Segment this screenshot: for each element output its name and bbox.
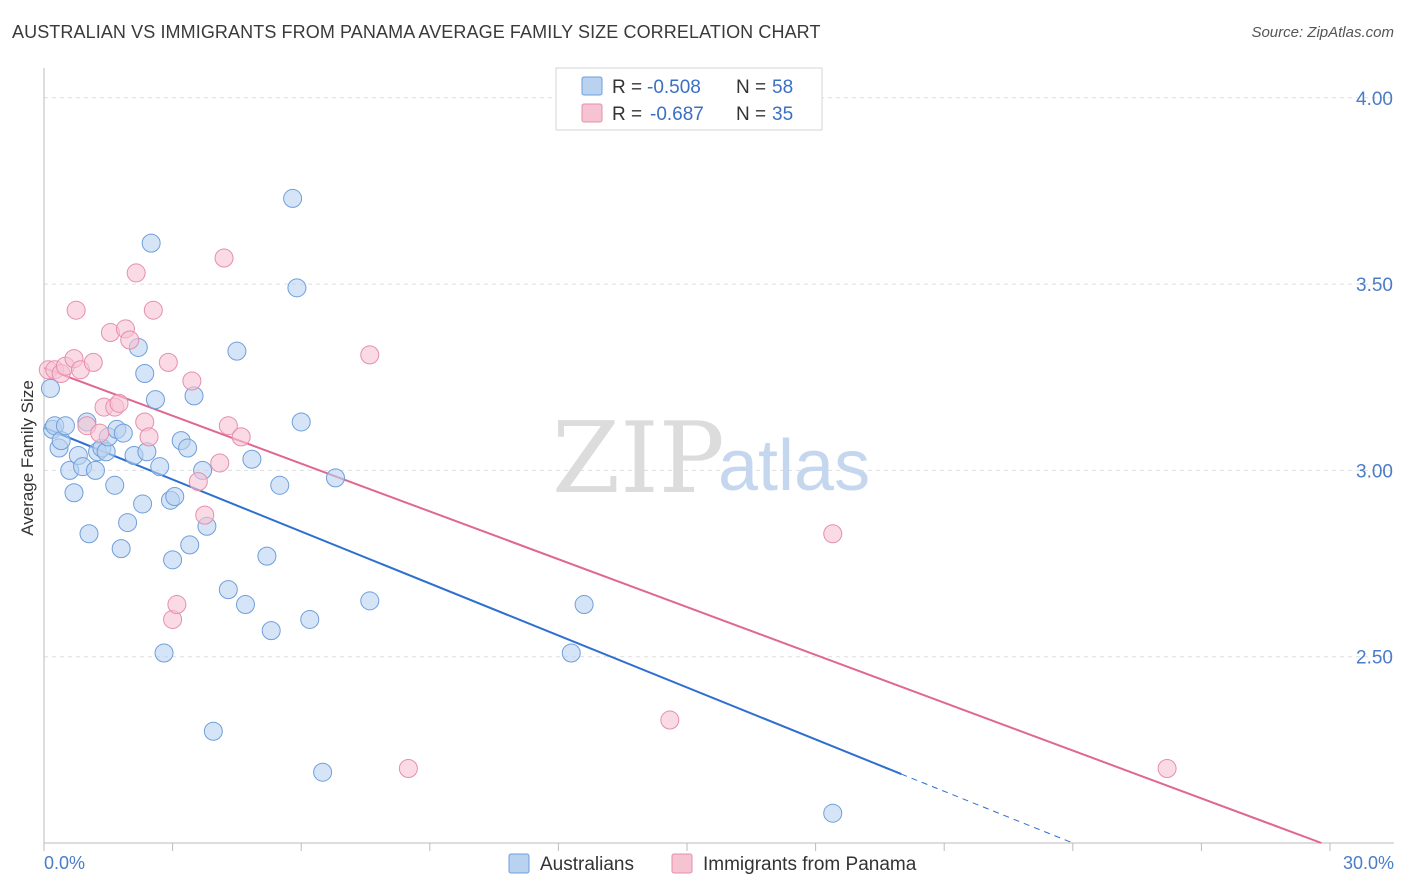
panama-point-23 [182, 371, 202, 391]
legend-swatch-australians [508, 853, 530, 874]
panama-points [38, 248, 1177, 778]
australians-point-0 [40, 378, 60, 398]
panama-point-32 [660, 710, 680, 730]
stats-n-value-pink: 35 [772, 104, 793, 125]
australians-point-41 [218, 580, 238, 600]
australians-point-56 [574, 595, 594, 615]
australians-point-12 [85, 460, 105, 480]
australians-point-28 [145, 390, 165, 410]
x-tick-label-min: 0.0% [44, 853, 85, 873]
panama-point-13 [109, 393, 129, 413]
australians-point-36 [180, 535, 200, 555]
australians-point-49 [287, 278, 307, 298]
y-tick-label-0: 2.50 [1356, 648, 1393, 669]
panama-point-24 [188, 472, 208, 492]
panama-point-26 [210, 453, 230, 473]
australians-point-24 [133, 494, 153, 514]
panama-point-19 [143, 300, 163, 320]
australians-point-11 [79, 524, 99, 544]
legend-label-australians: Australians [540, 854, 634, 875]
stats-n-value-blue: 58 [772, 77, 793, 98]
y-axis-tick-labels: 2.50 3.00 3.50 4.00 [1356, 89, 1393, 669]
stats-r-value-blue: -0.508 [647, 77, 701, 98]
australians-point-5 [55, 416, 75, 436]
australians-point-45 [257, 546, 277, 566]
stats-r-value-pink: -0.687 [650, 104, 704, 125]
panama-point-15 [120, 330, 140, 350]
trend-line-1 [43, 367, 1322, 844]
legend-swatch-panama [671, 853, 693, 874]
panama-point-33 [823, 524, 843, 544]
australians-point-43 [235, 595, 255, 615]
stats-legend: R = -0.508 N = 58 R = -0.687 N = 35 [555, 67, 823, 131]
axes [43, 68, 1394, 844]
australians-point-57 [823, 803, 843, 823]
panama-point-27 [214, 248, 234, 268]
stats-legend-swatch-pink [581, 103, 603, 123]
panama-point-8 [83, 352, 103, 372]
australians-point-32 [163, 550, 183, 570]
australians-point-40 [203, 721, 223, 741]
x-axis-ticks [43, 843, 1331, 851]
y-tick-label-3: 4.00 [1356, 89, 1393, 110]
australians-point-17 [105, 475, 125, 495]
trend-line-0 [43, 426, 902, 775]
stats-n-label-blue: N = [736, 77, 766, 98]
australians-point-35 [178, 438, 198, 458]
watermark-zip: ZIP [552, 402, 725, 516]
series-legend: Australians Immigrants from Panama [508, 853, 917, 875]
panama-point-22 [167, 595, 187, 615]
watermark: ZIP atlas [552, 402, 870, 516]
stats-r-label-blue: R = [612, 77, 642, 98]
panama-point-9 [90, 423, 110, 443]
australians-point-20 [113, 423, 133, 443]
panama-point-20 [158, 352, 178, 372]
stats-legend-swatch-blue [581, 76, 603, 96]
y-tick-label-2: 3.50 [1356, 275, 1393, 296]
panama-point-31 [398, 758, 418, 778]
trend-line-extension-0 [901, 773, 1073, 844]
australians-point-7 [64, 483, 84, 503]
panama-point-5 [66, 300, 86, 320]
panama-point-25 [195, 505, 215, 525]
panama-point-16 [126, 263, 146, 283]
legend-label-panama: Immigrants from Panama [703, 854, 917, 875]
australians-point-30 [154, 643, 174, 663]
australians-point-25 [135, 364, 155, 384]
gridlines [44, 97, 1394, 658]
x-tick-label-max: 30.0% [1343, 853, 1394, 873]
watermark-atlas: atlas [718, 426, 870, 506]
panama-point-28 [218, 416, 238, 436]
australians-point-50 [291, 412, 311, 432]
australians-point-21 [118, 513, 138, 533]
australians-point-52 [313, 762, 333, 782]
stats-r-label-pink: R = [612, 104, 642, 125]
australians-point-55 [561, 643, 581, 663]
source-credit: Source: ZipAtlas.com [1251, 24, 1394, 41]
stats-n-label-pink: N = [736, 104, 766, 125]
australians-point-33 [165, 486, 185, 506]
australians-point-19 [111, 539, 131, 559]
panama-point-34 [1157, 758, 1177, 778]
panama-point-29 [231, 427, 251, 447]
australians-point-48 [283, 188, 303, 208]
australians-point-46 [261, 621, 281, 641]
australians-point-44 [242, 449, 262, 469]
australians-point-29 [150, 457, 170, 477]
y-tick-label-1: 3.00 [1356, 461, 1393, 482]
australians-point-54 [360, 591, 380, 611]
panama-point-30 [360, 345, 380, 365]
australians-point-47 [270, 475, 290, 495]
chart-title: AUSTRALIAN VS IMMIGRANTS FROM PANAMA AVE… [12, 22, 821, 42]
trend-lines [43, 367, 1322, 844]
australians-point-51 [300, 609, 320, 629]
australians-point-42 [227, 341, 247, 361]
x-axis-tick-labels: 0.0% 30.0% [44, 853, 1394, 873]
australians-point-27 [141, 233, 161, 253]
australians-points [40, 188, 843, 823]
australians-point-53 [325, 468, 345, 488]
panama-point-18 [139, 427, 159, 447]
